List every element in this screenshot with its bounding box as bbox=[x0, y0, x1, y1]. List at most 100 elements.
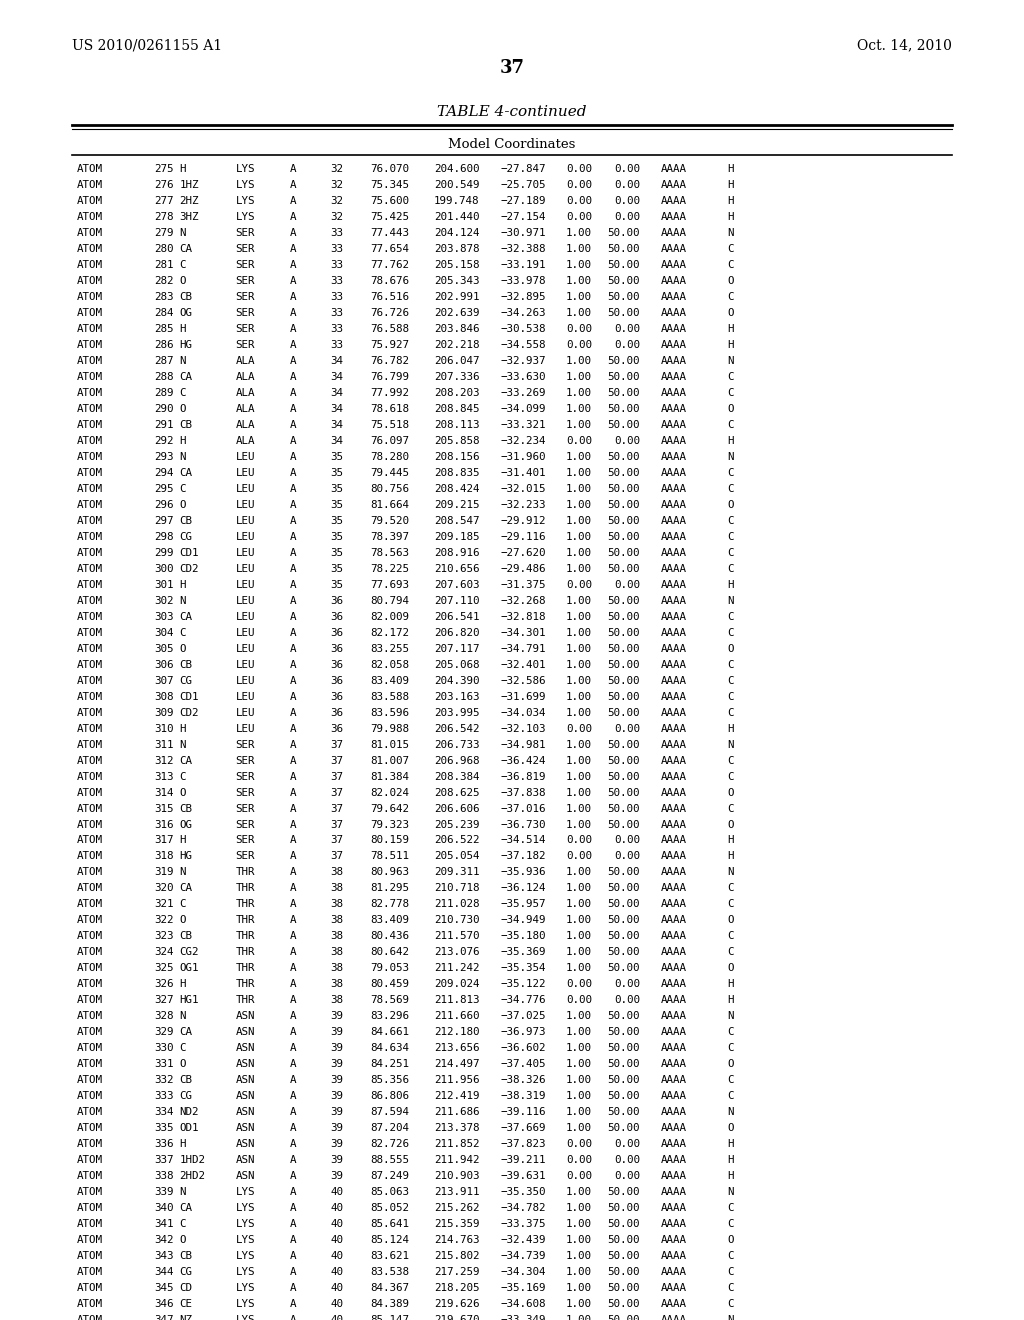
Text: −33.191: −33.191 bbox=[501, 260, 546, 269]
Text: A: A bbox=[290, 692, 296, 702]
Text: C: C bbox=[727, 660, 733, 669]
Text: 33: 33 bbox=[330, 244, 343, 253]
Text: 34: 34 bbox=[330, 420, 343, 430]
Text: N: N bbox=[179, 867, 185, 878]
Text: ATOM: ATOM bbox=[77, 1236, 102, 1245]
Text: 209.185: 209.185 bbox=[434, 532, 479, 541]
Text: 292: 292 bbox=[155, 436, 174, 446]
Text: H: H bbox=[179, 579, 185, 590]
Text: −34.034: −34.034 bbox=[501, 708, 546, 718]
Text: 283: 283 bbox=[155, 292, 174, 302]
Text: 50.00: 50.00 bbox=[607, 660, 640, 669]
Text: −35.957: −35.957 bbox=[501, 899, 546, 909]
Text: 327: 327 bbox=[155, 995, 174, 1006]
Text: A: A bbox=[290, 1092, 296, 1101]
Text: A: A bbox=[290, 1139, 296, 1150]
Text: −38.319: −38.319 bbox=[501, 1092, 546, 1101]
Text: AAAA: AAAA bbox=[660, 1204, 686, 1213]
Text: ATOM: ATOM bbox=[77, 308, 102, 318]
Text: 75.927: 75.927 bbox=[371, 339, 410, 350]
Text: 209.215: 209.215 bbox=[434, 500, 479, 510]
Text: 213.076: 213.076 bbox=[434, 948, 479, 957]
Text: H: H bbox=[727, 979, 733, 990]
Text: 1.00: 1.00 bbox=[566, 276, 592, 286]
Text: 78.511: 78.511 bbox=[371, 851, 410, 862]
Text: LEU: LEU bbox=[236, 692, 255, 702]
Text: 35: 35 bbox=[330, 500, 343, 510]
Text: 50.00: 50.00 bbox=[607, 595, 640, 606]
Text: 212.180: 212.180 bbox=[434, 1027, 479, 1038]
Text: 83.296: 83.296 bbox=[371, 1011, 410, 1022]
Text: AAAA: AAAA bbox=[660, 483, 686, 494]
Text: 40: 40 bbox=[330, 1204, 343, 1213]
Text: 332: 332 bbox=[155, 1076, 174, 1085]
Text: A: A bbox=[290, 1204, 296, 1213]
Text: AAAA: AAAA bbox=[660, 755, 686, 766]
Text: ATOM: ATOM bbox=[77, 788, 102, 797]
Text: −27.620: −27.620 bbox=[501, 548, 546, 558]
Text: 299: 299 bbox=[155, 548, 174, 558]
Text: −39.631: −39.631 bbox=[501, 1171, 546, 1181]
Text: 80.794: 80.794 bbox=[371, 595, 410, 606]
Text: 0.00: 0.00 bbox=[566, 579, 592, 590]
Text: LEU: LEU bbox=[236, 708, 255, 718]
Text: SER: SER bbox=[236, 788, 255, 797]
Text: 2HZ: 2HZ bbox=[179, 195, 199, 206]
Text: 1.00: 1.00 bbox=[566, 1299, 592, 1309]
Text: AAAA: AAAA bbox=[660, 995, 686, 1006]
Text: 1.00: 1.00 bbox=[566, 1187, 592, 1197]
Text: 50.00: 50.00 bbox=[607, 372, 640, 381]
Text: ATOM: ATOM bbox=[77, 1060, 102, 1069]
Text: 38: 38 bbox=[330, 979, 343, 990]
Text: A: A bbox=[290, 228, 296, 238]
Text: 0.00: 0.00 bbox=[566, 195, 592, 206]
Text: TABLE 4-continued: TABLE 4-continued bbox=[437, 106, 587, 119]
Text: AAAA: AAAA bbox=[660, 180, 686, 190]
Text: 201.440: 201.440 bbox=[434, 213, 479, 222]
Text: AAAA: AAAA bbox=[660, 676, 686, 685]
Text: A: A bbox=[290, 788, 296, 797]
Text: C: C bbox=[727, 388, 733, 397]
Text: 36: 36 bbox=[330, 660, 343, 669]
Text: CB: CB bbox=[179, 1076, 193, 1085]
Text: −38.326: −38.326 bbox=[501, 1076, 546, 1085]
Text: A: A bbox=[290, 1043, 296, 1053]
Text: H: H bbox=[179, 164, 185, 174]
Text: 210.656: 210.656 bbox=[434, 564, 479, 574]
Text: 38: 38 bbox=[330, 899, 343, 909]
Text: N: N bbox=[727, 739, 733, 750]
Text: 207.603: 207.603 bbox=[434, 579, 479, 590]
Text: ATOM: ATOM bbox=[77, 228, 102, 238]
Text: AAAA: AAAA bbox=[660, 867, 686, 878]
Text: AAAA: AAAA bbox=[660, 195, 686, 206]
Text: −27.154: −27.154 bbox=[501, 213, 546, 222]
Text: 50.00: 50.00 bbox=[607, 692, 640, 702]
Text: 35: 35 bbox=[330, 548, 343, 558]
Text: −34.263: −34.263 bbox=[501, 308, 546, 318]
Text: 39: 39 bbox=[330, 1027, 343, 1038]
Text: 319: 319 bbox=[155, 867, 174, 878]
Text: ATOM: ATOM bbox=[77, 867, 102, 878]
Text: A: A bbox=[290, 611, 296, 622]
Text: 206.522: 206.522 bbox=[434, 836, 479, 846]
Text: 83.538: 83.538 bbox=[371, 1267, 410, 1278]
Text: 310: 310 bbox=[155, 723, 174, 734]
Text: −29.912: −29.912 bbox=[501, 516, 546, 525]
Text: A: A bbox=[290, 579, 296, 590]
Text: AAAA: AAAA bbox=[660, 964, 686, 973]
Text: LYS: LYS bbox=[236, 164, 255, 174]
Text: C: C bbox=[179, 899, 185, 909]
Text: 211.852: 211.852 bbox=[434, 1139, 479, 1150]
Text: 287: 287 bbox=[155, 356, 174, 366]
Text: 1.00: 1.00 bbox=[566, 883, 592, 894]
Text: THR: THR bbox=[236, 948, 255, 957]
Text: 50.00: 50.00 bbox=[607, 1299, 640, 1309]
Text: AAAA: AAAA bbox=[660, 1043, 686, 1053]
Text: 40: 40 bbox=[330, 1299, 343, 1309]
Text: A: A bbox=[290, 1283, 296, 1294]
Text: 211.686: 211.686 bbox=[434, 1107, 479, 1117]
Text: −32.818: −32.818 bbox=[501, 611, 546, 622]
Text: ASN: ASN bbox=[236, 1011, 255, 1022]
Text: ATOM: ATOM bbox=[77, 260, 102, 269]
Text: 39: 39 bbox=[330, 1060, 343, 1069]
